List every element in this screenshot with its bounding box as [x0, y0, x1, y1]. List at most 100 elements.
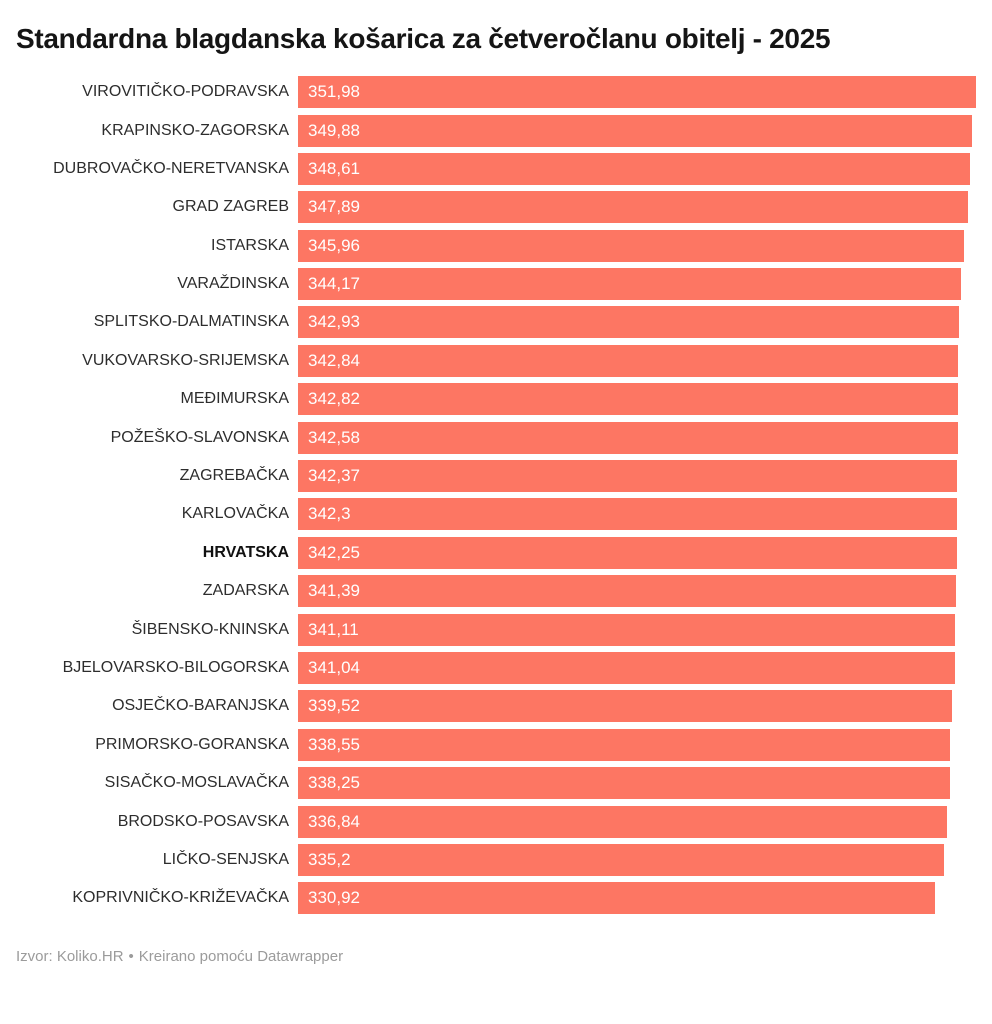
chart-row: KARLOVAČKA 342,3 [16, 495, 976, 533]
chart-row: KOPRIVNIČKO-KRIŽEVAČKA 330,92 [16, 879, 976, 917]
chart-row: VIROVITIČKO-PODRAVSKA 351,98 [16, 73, 976, 111]
category-label: VIROVITIČKO-PODRAVSKA [82, 83, 289, 101]
bar-area: 342,82 [298, 383, 976, 416]
bar[interactable]: 336,84 [298, 805, 947, 838]
value-label: 335,2 [308, 849, 351, 869]
bar-area: 342,37 [298, 460, 976, 493]
category-label: SPLITSKO-DALMATINSKA [93, 313, 289, 331]
bar-area: 342,58 [298, 421, 976, 454]
bar[interactable]: 338,25 [298, 767, 950, 800]
attribution-link[interactable]: Kreirano pomoću Datawrapper [138, 947, 344, 965]
chart-row: VARAŽDINSKA 344,17 [16, 265, 976, 303]
bar-area: 339,52 [298, 690, 976, 723]
value-label: 342,82 [308, 389, 360, 409]
chart-row: PRIMORSKO-GORANSKA 338,55 [16, 726, 976, 764]
bar-area: 345,96 [298, 229, 976, 262]
bar[interactable]: 342,82 [298, 383, 959, 416]
value-label: 349,88 [308, 120, 360, 140]
bar-area: 348,61 [298, 152, 976, 185]
chart-title: Standardna blagdanska košarica za četver… [16, 23, 831, 54]
bar-area: 341,04 [298, 652, 976, 684]
value-label: 342,25 [308, 542, 360, 562]
category-label: ZADARSKA [202, 582, 289, 600]
category-label: VARAŽDINSKA [177, 275, 289, 293]
bar-area: 336,84 [298, 805, 976, 838]
value-label: 342,84 [308, 350, 360, 370]
category-label: MEĐIMURSKA [180, 390, 289, 408]
category-label: BJELOVARSKO-BILOGORSKA [62, 659, 289, 676]
bar[interactable]: 341,04 [298, 652, 955, 684]
chart-row: MEĐIMURSKA 342,82 [16, 380, 976, 418]
value-label: 345,96 [308, 235, 360, 255]
bar-area: 338,25 [298, 767, 976, 800]
bar[interactable]: 338,55 [298, 728, 951, 761]
bar[interactable]: 349,88 [298, 114, 972, 147]
footer: Izvor: Koliko.HR • Kreirano pomoću Datawra… [16, 948, 976, 965]
bar[interactable]: 351,98 [298, 76, 976, 109]
bar[interactable]: 342,37 [298, 460, 958, 493]
bar[interactable]: 342,25 [298, 536, 958, 569]
bar[interactable]: 342,84 [298, 344, 959, 377]
bar-area: 347,89 [298, 191, 976, 224]
category-label: VUKOVARSKO-SRIJEMSKA [82, 351, 289, 369]
chart-row: HRVATSKA 342,25 [16, 534, 976, 572]
value-label: 348,61 [308, 158, 360, 178]
footer-separator: • [128, 947, 134, 965]
chart-row: VUKOVARSKO-SRIJEMSKA 342,84 [16, 342, 976, 380]
bar[interactable]: 347,89 [298, 191, 969, 224]
bar[interactable]: 344,17 [298, 268, 961, 301]
bar[interactable]: 339,52 [298, 690, 952, 723]
category-label: GRAD ZAGREB [172, 198, 289, 216]
chart-row: BRODSKO-POSAVSKA 336,84 [16, 802, 976, 840]
value-label: 342,37 [308, 466, 360, 486]
chart-row: ZADARSKA 341,39 [16, 572, 976, 610]
bar-area: 342,84 [298, 344, 976, 377]
bar[interactable]: 342,3 [298, 498, 958, 531]
chart-row: POŽEŠKO-SLAVONSKA 342,58 [16, 418, 976, 456]
category-label: PRIMORSKO-GORANSKA [95, 735, 289, 753]
category-label: ZAGREBAČKA [179, 467, 289, 485]
chart-row: DUBROVAČKO-NERETVANSKA 348,61 [16, 150, 976, 188]
value-label: 351,98 [308, 82, 360, 102]
bar-area: 330,92 [298, 882, 976, 915]
bar[interactable]: 348,61 [298, 152, 970, 185]
value-label: 347,89 [308, 197, 360, 217]
chart-row: ISTARSKA 345,96 [16, 227, 976, 265]
category-label: SISAČKO-MOSLAVAČKA [104, 774, 289, 792]
chart-row: SISAČKO-MOSLAVAČKA 338,25 [16, 764, 976, 802]
bar[interactable]: 341,39 [298, 575, 956, 608]
bar-area: 342,3 [298, 498, 976, 531]
bar-area: 342,93 [298, 306, 976, 339]
value-label: 342,3 [308, 504, 351, 524]
value-label: 342,93 [308, 312, 360, 332]
bar[interactable]: 341,11 [298, 613, 956, 646]
bar[interactable]: 345,96 [298, 229, 965, 262]
chart-row: OSJEČKO-BARANJSKA 339,52 [16, 687, 976, 725]
category-label: KOPRIVNIČKO-KRIŽEVAČKA [72, 889, 289, 907]
bar-area: 349,88 [298, 114, 976, 147]
source-link[interactable]: Izvor: Koliko.HR [16, 947, 124, 965]
bar[interactable]: 335,2 [298, 843, 944, 876]
category-label: DUBROVAČKO-NERETVANSKA [53, 159, 289, 177]
value-label: 342,58 [308, 427, 360, 447]
bar[interactable]: 342,93 [298, 306, 959, 339]
bar-area: 335,2 [298, 843, 976, 876]
category-label: ŠIBENSKO-KNINSKA [131, 620, 289, 638]
value-label: 338,25 [308, 773, 360, 793]
bar[interactable]: 330,92 [298, 882, 936, 915]
category-label: BRODSKO-POSAVSKA [117, 812, 289, 830]
category-label: LIČKO-SENJSKA [162, 850, 289, 868]
bar-area: 338,55 [298, 728, 976, 761]
bar[interactable]: 342,58 [298, 421, 958, 454]
chart-row: BJELOVARSKO-BILOGORSKA 341,04 [16, 649, 976, 687]
chart-row: KRAPINSKO-ZAGORSKA 349,88 [16, 111, 976, 149]
value-label: 339,52 [308, 696, 360, 716]
category-label: ISTARSKA [211, 236, 289, 254]
value-label: 341,04 [308, 658, 360, 677]
value-label: 341,39 [308, 581, 360, 601]
bar-area: 341,11 [298, 613, 976, 646]
chart-row: ŠIBENSKO-KNINSKA 341,11 [16, 610, 976, 648]
category-label: HRVATSKA [202, 543, 289, 561]
bar-area: 341,39 [298, 575, 976, 608]
